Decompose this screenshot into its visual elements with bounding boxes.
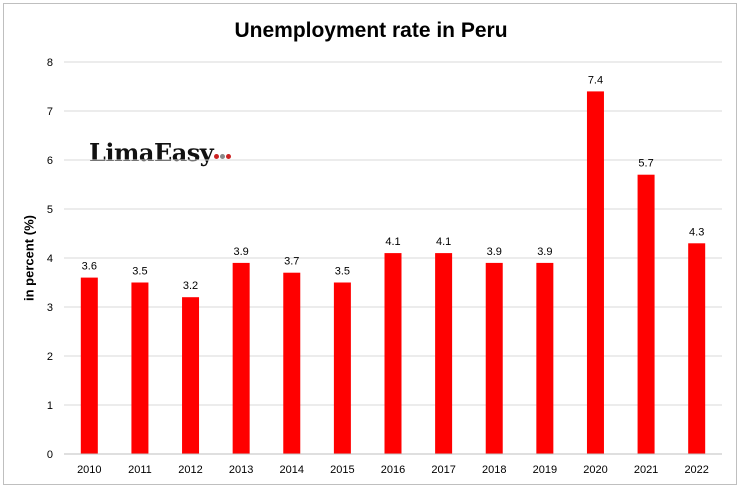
bar (688, 243, 706, 454)
y-tick-label: 0 (47, 449, 53, 461)
y-tick-label: 6 (47, 155, 53, 167)
x-tick-label: 2016 (381, 464, 405, 476)
logo-dot (220, 154, 226, 159)
x-tick-label: 2018 (482, 464, 506, 476)
x-tick-label: 2015 (330, 464, 354, 476)
y-tick-label: 4 (47, 253, 53, 265)
x-tick-label: 2020 (583, 464, 607, 476)
data-label: 7.4 (588, 74, 603, 86)
x-tick-label: 2011 (128, 464, 152, 476)
bar (384, 253, 402, 454)
x-tick-label: 2019 (533, 464, 557, 476)
bar (182, 297, 200, 454)
y-tick-label: 5 (47, 204, 53, 216)
data-label: 3.2 (183, 280, 198, 292)
bar (435, 253, 453, 454)
y-tick-label: 1 (47, 400, 53, 412)
logo-dot (214, 154, 220, 159)
y-tick-label: 2 (47, 351, 53, 363)
data-label: 3.6 (82, 261, 97, 273)
data-label: 3.7 (284, 256, 299, 268)
bar (80, 277, 98, 454)
chart-title: Unemployment rate in Peru (234, 19, 508, 42)
bar (637, 174, 655, 454)
y-tick-label: 7 (47, 106, 53, 118)
data-label: 4.1 (385, 236, 400, 248)
bar (536, 262, 554, 454)
bar (131, 282, 149, 454)
bar (586, 91, 604, 455)
y-tick-label: 3 (47, 302, 53, 314)
bar (232, 262, 250, 454)
x-tick-label: 2012 (178, 464, 202, 476)
x-tick-label: 2014 (280, 464, 304, 476)
bar (333, 282, 351, 454)
data-label: 4.1 (436, 236, 451, 248)
data-label: 3.9 (487, 246, 502, 258)
x-tick-label: 2021 (634, 464, 658, 476)
data-label: 3.9 (234, 246, 249, 258)
x-tick-label: 2017 (431, 464, 455, 476)
data-label: 3.5 (335, 266, 350, 278)
y-tick-label: 8 (47, 57, 53, 69)
data-label: 5.7 (638, 158, 653, 170)
x-tick-label: 2010 (77, 464, 101, 476)
x-tick-label: 2013 (229, 464, 253, 476)
data-label: 3.9 (537, 246, 552, 258)
bar (283, 272, 301, 454)
bar (485, 262, 503, 454)
logo-dots (214, 139, 232, 163)
data-label: 3.5 (132, 266, 147, 278)
x-tick-label: 2022 (684, 464, 708, 476)
data-label: 4.3 (689, 226, 704, 238)
logo-dot (226, 154, 232, 159)
